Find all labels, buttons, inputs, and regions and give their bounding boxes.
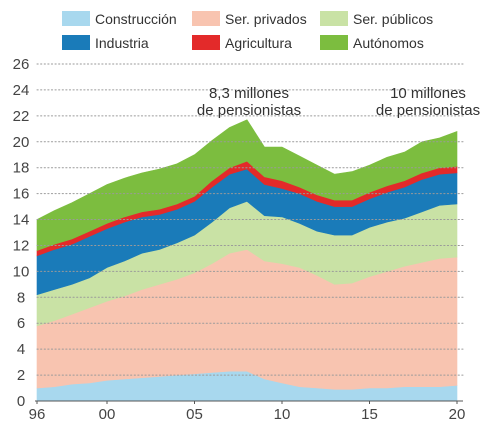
y-tick-label: 12 bbox=[13, 237, 30, 254]
y-tick-label: 26 bbox=[13, 56, 30, 73]
y-tick-label: 22 bbox=[13, 108, 30, 125]
y-tick-label: 20 bbox=[13, 134, 30, 151]
legend-label-industria: Industria bbox=[95, 35, 149, 51]
y-tick-label: 8 bbox=[17, 289, 25, 306]
y-tick-label: 16 bbox=[13, 186, 30, 203]
y-tick-label: 4 bbox=[17, 341, 25, 358]
legend-label-autonomos: Autónomos bbox=[353, 35, 424, 51]
gridlines bbox=[36, 63, 466, 376]
y-tick-label: 0 bbox=[17, 393, 25, 410]
x-tick-label: 15 bbox=[361, 406, 378, 423]
y-tick-label: 6 bbox=[17, 315, 25, 332]
y-tick-label: 14 bbox=[13, 212, 30, 229]
annotation-label: 10 millones bbox=[390, 85, 466, 102]
y-tick-label: 24 bbox=[13, 82, 30, 99]
annotation-label: de pensionistas bbox=[197, 102, 301, 119]
legend-swatch-ser-publicos bbox=[320, 11, 348, 26]
legend-swatch-industria bbox=[62, 35, 90, 50]
legend-swatch-construccion bbox=[62, 11, 90, 26]
y-tick-label: 18 bbox=[13, 160, 30, 177]
legend-label-ser-privados: Ser. privados bbox=[225, 11, 307, 27]
annotation-label: 8,3 millones bbox=[209, 85, 289, 102]
legend-swatch-autonomos bbox=[320, 35, 348, 50]
y-tick-label: 10 bbox=[13, 263, 30, 280]
x-tick-label: 05 bbox=[186, 406, 203, 423]
x-tick-label: 10 bbox=[274, 406, 291, 423]
legend-label-agricultura: Agricultura bbox=[225, 35, 292, 51]
x-tick-label: 20 bbox=[449, 406, 466, 423]
legend-label-ser-publicos: Ser. públicos bbox=[353, 11, 433, 27]
legend-swatch-agricultura bbox=[192, 35, 220, 50]
legend-swatch-ser-privados bbox=[192, 11, 220, 26]
legend-label-construccion: Construcción bbox=[95, 11, 177, 27]
legend: Construcción Ser. privados Ser. públicos In… bbox=[62, 11, 433, 51]
chart-areas bbox=[36, 119, 458, 402]
x-tick-label: 96 bbox=[29, 406, 46, 423]
annotation-label: de pensionistas bbox=[376, 102, 480, 119]
x-tick-label: 00 bbox=[99, 406, 116, 423]
x-axis-ticks: 96 00 05 10 15 20 bbox=[29, 401, 466, 423]
area-autonomos bbox=[36, 119, 458, 252]
y-tick-label: 2 bbox=[17, 367, 25, 384]
